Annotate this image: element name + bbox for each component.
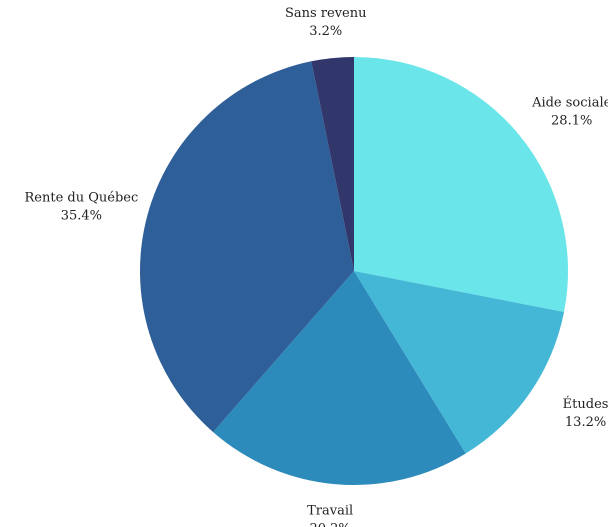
slice-label: Sans revenu — [285, 6, 367, 21]
slice-label: Études — [563, 396, 608, 412]
pie-slice — [213, 271, 466, 485]
slice-value: 13.2% — [565, 415, 606, 430]
pie-slice — [354, 57, 568, 313]
pie-slice — [311, 57, 354, 271]
pie-slice — [354, 271, 565, 454]
slice-value: 35.4% — [61, 208, 102, 223]
pie-slice — [139, 61, 354, 433]
slice-value: 28.1% — [551, 114, 592, 129]
slice-label: Travail — [307, 504, 353, 519]
slice-value: 20.2% — [309, 522, 350, 527]
slice-label: Rente du Québec — [25, 190, 139, 205]
slice-label: Aide sociale — [531, 96, 608, 111]
slice-value: 3.2% — [309, 24, 342, 39]
